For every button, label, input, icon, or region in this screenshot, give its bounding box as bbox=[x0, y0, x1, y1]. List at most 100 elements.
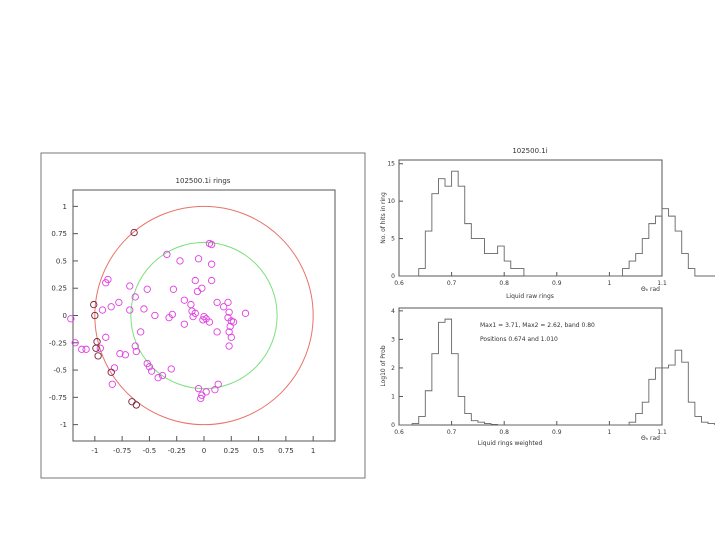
data-point bbox=[94, 352, 102, 360]
data-point bbox=[132, 401, 140, 409]
data-point bbox=[71, 339, 79, 347]
y-tick-label: 4 bbox=[391, 308, 395, 315]
data-point bbox=[116, 350, 124, 358]
y-tick-label: 5 bbox=[391, 236, 395, 243]
data-point bbox=[107, 303, 115, 311]
histogram-outline bbox=[399, 170, 715, 277]
data-point bbox=[115, 298, 123, 307]
weighted-histogram-panel: Max1 = 3.71, Max2 = 2.62, band 0.80 Posi… bbox=[380, 307, 715, 447]
data-point bbox=[169, 285, 178, 293]
data-point bbox=[158, 371, 167, 380]
data-point bbox=[207, 240, 216, 249]
x-tick-label: 0.5 bbox=[253, 447, 264, 455]
data-point bbox=[151, 311, 159, 320]
x-tick-label: 0.9 bbox=[552, 280, 562, 287]
y-tick-label: 2 bbox=[391, 365, 395, 372]
ring-plot-axes bbox=[72, 189, 336, 442]
data-point bbox=[137, 328, 145, 336]
raw-histogram-axes bbox=[398, 159, 663, 277]
x-tick-label: 0.8 bbox=[499, 429, 509, 436]
x-tick-label: 0 bbox=[202, 447, 206, 455]
x-tick-label: -1 bbox=[91, 447, 98, 455]
ring-plot-panel: 102500.1i rings -1 -0.75 -0.5 -0.25 0 0.25 0.5… bbox=[40, 152, 366, 479]
data-point bbox=[227, 333, 235, 341]
data-point bbox=[189, 312, 197, 321]
weighted-histogram-ylabel: Log10 of Prob bbox=[380, 345, 387, 386]
raw-histogram-corner-label: Θₕ rad bbox=[641, 286, 660, 293]
data-point bbox=[121, 351, 130, 359]
data-point bbox=[229, 318, 238, 326]
data-point bbox=[126, 306, 134, 314]
y-tick-label: 0.25 bbox=[51, 285, 67, 293]
y-tick-label: -0.25 bbox=[49, 339, 67, 347]
data-point bbox=[82, 345, 90, 353]
raw-histogram-ylabel: No. of hits in ring bbox=[380, 192, 387, 244]
x-tick-label: 0.7 bbox=[447, 429, 457, 436]
x-tick-label: 1.1 bbox=[657, 429, 667, 436]
y-tick-label: 0 bbox=[391, 273, 395, 280]
ring-plot-frame bbox=[40, 152, 366, 479]
data-point bbox=[90, 300, 98, 309]
data-point bbox=[154, 374, 162, 382]
weighted-histogram-xlabel: Liquid rings weighted bbox=[478, 440, 543, 447]
data-point bbox=[207, 276, 216, 285]
data-point bbox=[92, 344, 100, 352]
data-point bbox=[198, 284, 206, 292]
data-point bbox=[194, 255, 203, 263]
x-tick-label: -0.75 bbox=[113, 447, 131, 455]
weighted-histogram-annotation-1: Max1 = 3.71, Max2 = 2.62, band 0.80 bbox=[480, 322, 595, 329]
data-point bbox=[128, 398, 136, 406]
ring bbox=[130, 241, 278, 390]
data-point bbox=[131, 293, 139, 301]
data-point bbox=[187, 300, 195, 309]
data-point bbox=[143, 285, 151, 293]
data-point bbox=[102, 333, 110, 341]
data-point bbox=[191, 276, 199, 285]
y-tick-label: 15 bbox=[387, 161, 395, 168]
x-tick-label: 0.6 bbox=[394, 280, 404, 287]
data-point bbox=[130, 228, 138, 237]
x-tick-label: 0.7 bbox=[447, 280, 457, 287]
data-point bbox=[163, 250, 171, 259]
y-tick-label: 0.75 bbox=[51, 230, 67, 238]
data-point bbox=[202, 388, 210, 396]
weighted-histogram-annotation-2: Positions 0.674 and 1.010 bbox=[480, 336, 558, 343]
raw-histogram-title: 102500.1i bbox=[512, 147, 547, 155]
data-point bbox=[132, 347, 140, 356]
data-point bbox=[126, 282, 134, 290]
data-point bbox=[140, 305, 148, 313]
data-point bbox=[110, 364, 119, 372]
data-point bbox=[197, 394, 205, 403]
data-point bbox=[180, 296, 189, 304]
x-tick-label: 0.25 bbox=[223, 447, 239, 455]
data-point bbox=[213, 298, 221, 307]
data-point bbox=[224, 298, 232, 307]
ring-plot-title: 102500.1i rings bbox=[176, 177, 231, 185]
data-point bbox=[168, 310, 176, 319]
y-tick-label: 0 bbox=[63, 312, 67, 320]
data-point bbox=[202, 315, 210, 323]
weighted-histogram-corner-label: Θₕ rad bbox=[641, 435, 660, 442]
data-point bbox=[107, 368, 115, 376]
data-point bbox=[194, 384, 203, 393]
ring bbox=[94, 205, 314, 426]
data-point bbox=[207, 260, 216, 268]
y-tick-label: 3 bbox=[391, 336, 395, 343]
data-point bbox=[147, 367, 156, 375]
x-tick-label: 1 bbox=[607, 280, 611, 287]
data-point bbox=[225, 342, 233, 350]
data-point bbox=[193, 287, 202, 296]
x-tick-label: 0.8 bbox=[499, 280, 509, 287]
data-point bbox=[145, 363, 154, 371]
data-point bbox=[198, 391, 206, 399]
data-point bbox=[219, 303, 228, 311]
data-point bbox=[108, 380, 116, 388]
y-tick-label: -1 bbox=[60, 421, 67, 429]
data-point bbox=[167, 365, 175, 373]
x-tick-label: 0.75 bbox=[278, 447, 294, 455]
raw-histogram-panel: 102500.1i Liquid raw rings No. of hits i… bbox=[380, 147, 715, 300]
x-tick-label: 1 bbox=[607, 429, 611, 436]
data-point bbox=[211, 386, 219, 394]
data-point bbox=[214, 380, 222, 388]
